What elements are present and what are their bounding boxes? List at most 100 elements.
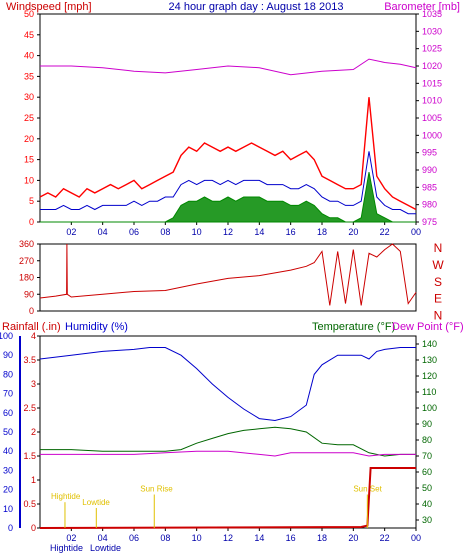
time-tick-label: 20 [348, 227, 358, 237]
temperature-axis-title: Temperature (°F) [312, 321, 395, 333]
direction-series [39, 243, 417, 306]
wind-axis-title: Windspeed [mph] [6, 1, 92, 13]
direction-line [39, 243, 417, 306]
temperature-tick-label: 130 [422, 355, 437, 365]
temperature-tick-label: 40 [422, 499, 432, 509]
time-tick-label: 22 [380, 533, 390, 543]
barometer-tick-label: 1010 [422, 96, 442, 106]
rainfall-tick-label: 2 [31, 427, 36, 437]
time-tick-label: 22 [380, 227, 390, 237]
temperature-tick-label: 120 [422, 371, 437, 381]
temperature-tick-label: 30 [422, 515, 432, 525]
time-tick-label: 00 [411, 533, 421, 543]
direction-tick-label: 90 [24, 289, 34, 299]
barometer-tick-label: 1030 [422, 26, 442, 36]
direction-tick-label: 270 [19, 256, 34, 266]
humidity-axis-title: Humidity (%) [65, 321, 128, 333]
time-tick-label: 20 [348, 533, 358, 543]
time-tick-label: 08 [160, 533, 170, 543]
wind-tick-label: 0 [29, 217, 34, 227]
barometer-tick-label: 1000 [422, 130, 442, 140]
rainfall-tick-label: 3 [31, 379, 36, 389]
temperature-tick-label: 140 [422, 339, 437, 349]
temperature-line [40, 426, 416, 457]
annotation-label: Lowtide [82, 498, 110, 507]
annotation-label: Sun Set [353, 485, 382, 494]
barometer-axis-ticks: 975 980 985 990 995 1000 1005 1010 1015 1020 1025 1… [416, 9, 442, 227]
barometer-tick-label: 995 [422, 148, 437, 158]
temperature-tick-label: 110 [422, 387, 436, 397]
wind-tick-label: 10 [24, 175, 34, 185]
wind-tick-label: 25 [24, 113, 34, 123]
time-tick-label: 02 [66, 533, 76, 543]
avg-series [40, 151, 416, 215]
humidity-tick-label: 0 [8, 523, 13, 533]
compass-label: S [434, 275, 442, 289]
time-tick-label: 18 [317, 227, 327, 237]
wind-tick-label: 50 [24, 9, 34, 19]
compass-label: E [434, 292, 442, 306]
baro-series [40, 58, 417, 76]
rainfall-tick-label: 2.5 [23, 403, 36, 413]
barometer-tick-label: 985 [422, 182, 437, 192]
gust-series [39, 97, 417, 211]
time-tick-label: 10 [192, 533, 202, 543]
wind-tick-label: 35 [24, 71, 34, 81]
tide-bottom-label: Lowtide [90, 543, 121, 553]
wind-tick-label: 5 [29, 196, 34, 206]
annotation-label: Sun Rise [140, 485, 173, 494]
temperature-tick-label: 70 [422, 451, 432, 461]
humidity-tick-label: 10 [3, 504, 13, 514]
humidity-line [39, 347, 416, 422]
humidity-tick-label: 90 [3, 350, 13, 360]
time-tick-label: 18 [317, 533, 327, 543]
time-tick-label: 06 [129, 533, 139, 543]
wind-tick-label: 40 [24, 51, 34, 61]
humidity-tick-label: 60 [3, 408, 13, 418]
humidity-tick-label: 50 [3, 427, 13, 437]
climate-time-ticks: 02 04 06 08 10 12 14 16 18 20 22 00 [66, 528, 421, 543]
annotation-label: Hightide [51, 492, 81, 501]
time-tick-label: 10 [192, 227, 202, 237]
wind-time-ticks: 02 04 06 08 10 12 14 16 18 20 22 00 [66, 222, 421, 237]
humidity-tick-label: 100 [0, 331, 13, 341]
rainfall-tick-label: 1 [31, 475, 36, 485]
compass-label: W [432, 258, 444, 272]
rainfall-tick-label: 1.5 [23, 451, 36, 461]
wind-tick-label: 45 [24, 30, 34, 40]
compass-label: N [434, 309, 443, 323]
barometer-tick-label: 1035 [422, 9, 442, 19]
direction-tick-label: 0 [29, 306, 34, 316]
humidity-tick-label: 20 [3, 485, 13, 495]
tide-bottom-label: Hightide [50, 543, 83, 553]
rainfall-tick-label: 0.5 [23, 499, 36, 509]
barometer-tick-label: 1005 [422, 113, 442, 123]
humidity-axis-ticks: 0 10 20 30 40 50 60 70 80 90 100 [0, 331, 21, 533]
temperature-tick-label: 80 [422, 435, 432, 445]
dewpoint-line [40, 450, 416, 457]
temperature-tick-label: 50 [422, 483, 432, 493]
time-tick-label: 14 [254, 227, 264, 237]
barometer-tick-label: 1015 [422, 78, 442, 88]
barometer-axis-title: Barometer [mb] [384, 1, 460, 13]
chart-title: 24 hour graph day : August 18 2013 [169, 1, 344, 13]
rainfall-tick-label: 4 [31, 331, 36, 341]
temperature-tick-label: 90 [422, 419, 432, 429]
time-tick-label: 12 [223, 533, 233, 543]
wind-tick-label: 20 [24, 134, 34, 144]
time-tick-label: 12 [223, 227, 233, 237]
barometer-tick-label: 980 [422, 200, 437, 210]
wind-axis-ticks: 0 5 10 15 20 25 30 35 40 45 50 [24, 9, 40, 227]
humidity-tick-label: 80 [3, 369, 13, 379]
humidity-tick-label: 30 [3, 465, 13, 475]
time-tick-label: 16 [286, 533, 296, 543]
rainfall-axis-ticks: 0 0.5 1 1.5 2 2.5 3 3.5 4 [23, 331, 40, 533]
wind-series [39, 58, 417, 223]
time-tick-label: 00 [411, 227, 421, 237]
time-tick-label: 04 [98, 227, 108, 237]
temperature-tick-label: 100 [422, 403, 437, 413]
wind-tick-label: 30 [24, 92, 34, 102]
